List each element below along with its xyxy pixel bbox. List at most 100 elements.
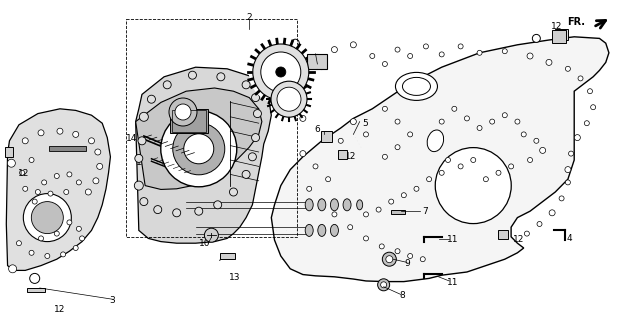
Ellipse shape xyxy=(305,199,313,211)
Circle shape xyxy=(261,52,301,92)
Circle shape xyxy=(300,116,306,121)
Circle shape xyxy=(350,42,357,48)
Text: 4: 4 xyxy=(567,234,572,243)
Circle shape xyxy=(458,164,463,169)
Circle shape xyxy=(22,138,28,144)
Circle shape xyxy=(309,56,316,62)
Circle shape xyxy=(574,135,581,140)
Circle shape xyxy=(195,207,203,215)
Circle shape xyxy=(458,44,463,49)
Circle shape xyxy=(95,149,101,155)
Polygon shape xyxy=(271,37,609,282)
Circle shape xyxy=(67,220,72,225)
Circle shape xyxy=(252,134,259,141)
Circle shape xyxy=(67,172,72,177)
Circle shape xyxy=(377,279,390,291)
Text: 12: 12 xyxy=(18,169,30,178)
Circle shape xyxy=(154,206,162,214)
Ellipse shape xyxy=(427,130,444,152)
Circle shape xyxy=(376,207,381,212)
Circle shape xyxy=(464,116,469,121)
Circle shape xyxy=(490,119,495,124)
Circle shape xyxy=(477,50,482,55)
Circle shape xyxy=(439,119,444,124)
Circle shape xyxy=(370,53,375,59)
Circle shape xyxy=(386,256,393,263)
Circle shape xyxy=(175,104,191,120)
Ellipse shape xyxy=(357,200,363,210)
Circle shape xyxy=(338,138,343,143)
Circle shape xyxy=(23,186,28,191)
Circle shape xyxy=(483,177,488,182)
Circle shape xyxy=(408,132,413,137)
Circle shape xyxy=(363,212,369,217)
Circle shape xyxy=(45,253,50,259)
Circle shape xyxy=(549,210,555,216)
Circle shape xyxy=(214,201,221,209)
Circle shape xyxy=(29,250,34,255)
Circle shape xyxy=(61,252,66,257)
Text: FR.: FR. xyxy=(567,17,586,27)
Circle shape xyxy=(292,39,299,47)
Circle shape xyxy=(587,89,593,94)
Circle shape xyxy=(54,173,59,179)
Circle shape xyxy=(471,157,476,163)
Text: 9: 9 xyxy=(404,259,410,268)
Circle shape xyxy=(382,154,387,159)
Text: 14: 14 xyxy=(126,134,137,143)
Text: 6: 6 xyxy=(314,125,320,134)
Circle shape xyxy=(423,44,428,49)
Circle shape xyxy=(76,180,81,185)
Polygon shape xyxy=(6,109,110,270)
Text: 2: 2 xyxy=(247,13,252,22)
Bar xyxy=(220,253,235,259)
Circle shape xyxy=(253,44,309,100)
Text: 5: 5 xyxy=(362,119,368,128)
Circle shape xyxy=(230,188,237,196)
Circle shape xyxy=(546,60,552,65)
Circle shape xyxy=(139,112,148,121)
Text: 10: 10 xyxy=(199,239,211,248)
Circle shape xyxy=(401,193,406,198)
Circle shape xyxy=(42,180,47,185)
Circle shape xyxy=(528,157,533,163)
Circle shape xyxy=(578,76,583,81)
Ellipse shape xyxy=(331,224,338,236)
Text: 12: 12 xyxy=(513,235,524,244)
Circle shape xyxy=(8,159,15,167)
Polygon shape xyxy=(136,88,262,189)
Circle shape xyxy=(380,282,387,288)
Text: 12: 12 xyxy=(345,152,357,161)
Ellipse shape xyxy=(396,72,437,100)
Circle shape xyxy=(249,153,256,161)
Bar xyxy=(321,131,332,142)
Circle shape xyxy=(591,105,596,110)
Circle shape xyxy=(73,245,78,251)
Bar xyxy=(391,210,405,214)
Circle shape xyxy=(277,87,301,111)
Circle shape xyxy=(20,170,25,175)
Ellipse shape xyxy=(318,224,326,236)
Text: 12: 12 xyxy=(551,22,562,31)
Circle shape xyxy=(76,226,81,231)
Circle shape xyxy=(80,236,85,241)
Circle shape xyxy=(313,164,318,169)
Circle shape xyxy=(16,241,21,246)
Circle shape xyxy=(452,106,457,111)
Circle shape xyxy=(382,252,396,266)
Bar xyxy=(27,288,45,292)
Circle shape xyxy=(38,130,44,136)
Circle shape xyxy=(502,113,507,118)
Circle shape xyxy=(173,209,180,217)
Circle shape xyxy=(204,228,218,242)
Circle shape xyxy=(439,52,444,57)
Circle shape xyxy=(276,67,286,77)
Text: 12: 12 xyxy=(54,305,66,314)
Circle shape xyxy=(35,189,40,195)
Text: 11: 11 xyxy=(447,278,459,287)
Circle shape xyxy=(85,189,91,195)
Circle shape xyxy=(527,53,533,59)
Circle shape xyxy=(408,53,413,59)
Text: 8: 8 xyxy=(399,292,405,300)
Bar xyxy=(170,109,208,133)
